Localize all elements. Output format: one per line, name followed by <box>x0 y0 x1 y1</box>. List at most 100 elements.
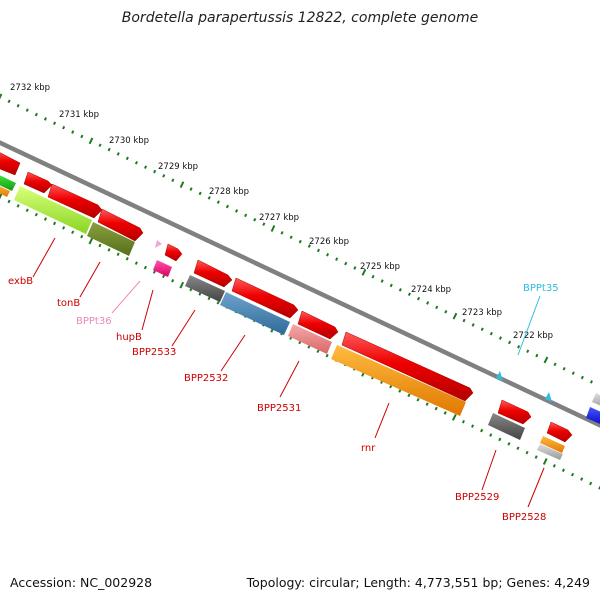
gene-cds[interactable] <box>47 183 103 219</box>
gene-feature[interactable] <box>0 184 10 197</box>
genome-summary-text: Topology: circular; Length: 4,773,551 bp… <box>246 575 590 590</box>
gene-label[interactable]: BPP2529 <box>455 492 499 503</box>
minor-tick <box>216 200 220 204</box>
minor-tick <box>280 231 284 235</box>
minor-tick <box>52 121 57 126</box>
label-leaders <box>32 237 545 508</box>
minor-tick <box>7 99 11 104</box>
trna-marker[interactable] <box>545 392 552 402</box>
leader-line <box>527 467 545 508</box>
gene-label[interactable]: BPPt36 <box>76 316 112 327</box>
minor-tick <box>425 402 429 406</box>
minor-tick <box>535 353 539 358</box>
minor-tick <box>416 397 420 402</box>
minor-tick <box>525 450 529 455</box>
gene-feature[interactable] <box>220 292 290 335</box>
gene-feature[interactable] <box>540 436 565 453</box>
minor-tick <box>344 261 348 266</box>
scale-label: 2725 kbp <box>360 262 400 272</box>
major-tick <box>452 312 458 320</box>
gene-label[interactable]: rnr <box>361 443 376 454</box>
gene-feature[interactable] <box>14 186 92 234</box>
minor-tick <box>134 261 138 265</box>
gene-label[interactable]: exbB <box>8 276 33 287</box>
gene-feature[interactable] <box>488 413 525 440</box>
gene-feature[interactable] <box>537 444 563 460</box>
scale-label: 2732 kbp <box>10 83 50 93</box>
gene-label[interactable]: BPP2533 <box>132 347 176 358</box>
scale-label: 2730 kbp <box>109 136 149 146</box>
minor-tick <box>80 134 84 139</box>
minor-tick <box>498 336 503 340</box>
trna-marker[interactable] <box>155 240 162 248</box>
major-tick <box>543 356 549 364</box>
minor-tick <box>207 196 211 200</box>
minor-tick <box>25 208 29 213</box>
minor-tick <box>143 165 148 169</box>
gene-label[interactable]: BPPt35 <box>523 283 559 294</box>
minor-tick <box>371 274 375 279</box>
minor-tick <box>62 125 66 130</box>
minor-tick <box>471 323 475 327</box>
minor-tick <box>444 309 448 314</box>
minor-tick <box>480 428 484 433</box>
gene-cds[interactable] <box>193 259 233 288</box>
minor-tick <box>398 389 402 393</box>
minor-tick <box>43 117 48 121</box>
scale-label: 2726 kbp <box>309 237 349 247</box>
major-tick <box>0 193 3 200</box>
gene-cds[interactable] <box>164 243 183 262</box>
scale-label: 2722 kbp <box>513 331 553 341</box>
major-tick <box>542 458 548 465</box>
major-tick <box>179 181 185 189</box>
gene-label[interactable]: tonB <box>57 298 80 309</box>
gene-feature[interactable] <box>0 173 16 191</box>
minor-tick <box>198 292 202 296</box>
gene-label[interactable]: BPP2531 <box>257 403 301 414</box>
gene-cds[interactable] <box>497 399 532 425</box>
scale-label: 2723 kbp <box>462 308 502 318</box>
gene-cds[interactable] <box>23 171 53 194</box>
gene-cds[interactable] <box>231 277 299 319</box>
minor-tick <box>171 178 175 183</box>
accession-text: Accession: NC_002928 <box>10 575 153 590</box>
gene-cds[interactable] <box>341 331 474 402</box>
map-title: Bordetella parapertussis 12822, complete… <box>121 10 479 26</box>
minor-tick <box>335 257 339 261</box>
leader-line <box>279 360 300 398</box>
leader-line <box>517 295 541 356</box>
scale-labels: 2732 kbp 2731 kbp 2730 kbp 2729 kbp 2728… <box>10 83 553 341</box>
gene-cds[interactable] <box>97 208 144 242</box>
gene-label[interactable]: BPP2532 <box>184 373 228 384</box>
minor-tick <box>98 143 102 148</box>
minor-tick <box>52 221 57 226</box>
scale-label: 2729 kbp <box>158 162 198 172</box>
gene-cds[interactable] <box>297 310 339 340</box>
scale-label: 2731 kbp <box>59 110 99 120</box>
minor-tick <box>552 464 556 468</box>
minor-tick <box>234 209 239 213</box>
gene-feature[interactable] <box>331 345 466 416</box>
leader-line <box>374 402 390 439</box>
gene-cds[interactable] <box>592 393 600 410</box>
minor-tick <box>7 199 11 204</box>
gene-cds[interactable] <box>586 407 600 428</box>
gene-label[interactable]: BPP2528 <box>502 512 546 523</box>
minor-tick <box>262 222 266 226</box>
scale-ticks <box>0 93 594 384</box>
minor-tick <box>207 296 211 301</box>
minor-tick <box>298 239 302 244</box>
minor-tick <box>589 481 593 486</box>
minor-tick <box>244 213 248 218</box>
gene-feature[interactable] <box>153 260 172 277</box>
gene-feature[interactable] <box>185 275 225 302</box>
gene-feature[interactable] <box>87 222 135 256</box>
gene-cds[interactable] <box>0 150 21 176</box>
minor-tick <box>489 331 493 336</box>
gene-label[interactable]: hupB <box>116 332 142 343</box>
trna-marker[interactable] <box>496 371 503 381</box>
minor-tick <box>34 112 38 117</box>
minor-tick <box>553 362 557 367</box>
gene-cds[interactable] <box>546 421 573 443</box>
gene-feature[interactable] <box>288 324 332 354</box>
